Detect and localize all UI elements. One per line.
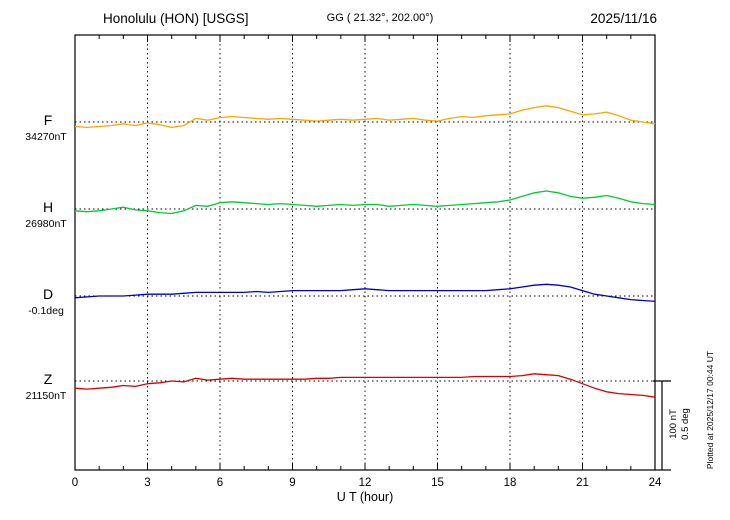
plotted-at-label: Plotted at 2025/12/17 00:44 UT <box>705 351 715 469</box>
gg-coordinates: GG ( 21.32°, 202.00°) <box>327 12 434 24</box>
series-label-H: H <box>43 199 53 215</box>
x-tick-label: 3 <box>144 477 150 489</box>
x-tick-label: 24 <box>649 477 662 489</box>
trace-F <box>74 105 656 129</box>
series-value-F: 34270nT <box>25 131 67 143</box>
station-title: Honolulu (HON) [USGS] <box>103 11 249 26</box>
x-tick-label: 9 <box>289 477 295 489</box>
scale-label-deg: 0.5 deg <box>680 408 691 440</box>
x-axis-title: U T (hour) <box>337 490 394 504</box>
x-tick-label: 18 <box>504 477 517 489</box>
x-tick-label: 21 <box>576 477 589 489</box>
series-value-D: -0.1deg <box>28 305 64 317</box>
series-label-F: F <box>44 112 53 128</box>
date-label: 2025/11/16 <box>590 11 657 26</box>
series-label-Z: Z <box>44 371 53 387</box>
trace-D <box>74 283 656 303</box>
trace-Z <box>74 373 656 398</box>
series-label-D: D <box>43 286 53 302</box>
series-value-H: 26980nT <box>25 218 67 230</box>
trace-H <box>74 190 656 215</box>
chart-dynamic-layer: 0 3 6 9 12 15 18 21 24 <box>72 34 671 489</box>
x-tick-label: 15 <box>431 477 444 489</box>
series-value-Z: 21150nT <box>26 390 67 402</box>
x-tick-label: 12 <box>359 477 372 489</box>
scale-label-nt: 100 nT <box>668 409 679 439</box>
x-tick-label: 6 <box>217 477 223 489</box>
x-tick-label: 0 <box>72 477 78 489</box>
